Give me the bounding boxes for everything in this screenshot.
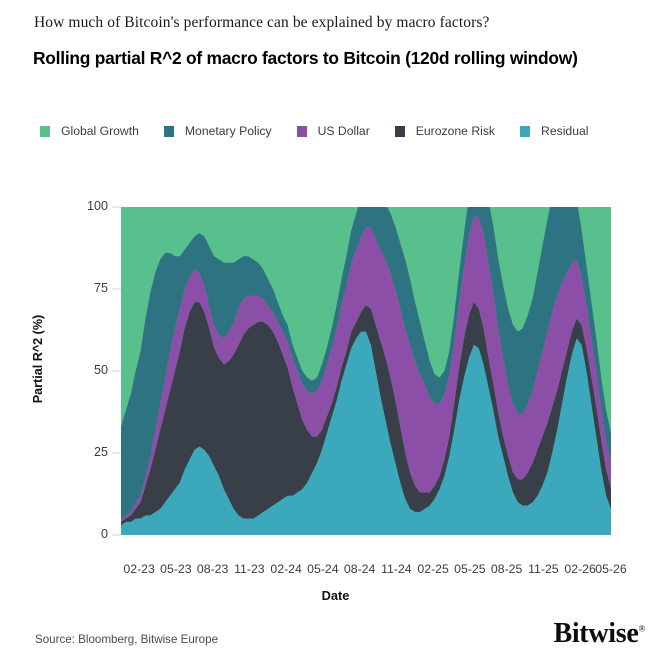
legend-swatch-icon	[520, 125, 531, 137]
x-tick-label: 05-25	[454, 562, 486, 576]
legend-label: Monetary Policy	[184, 124, 272, 138]
y-axis-label: Partial R^2 (%)	[31, 314, 45, 404]
y-tick-label: 25	[93, 445, 108, 459]
x-tick-label: 05-24	[307, 562, 339, 576]
legend-item[interactable]: Global Growth	[40, 124, 139, 138]
legend-swatch-icon	[296, 125, 307, 137]
legend-swatch-icon	[394, 125, 405, 137]
area-background	[121, 207, 611, 535]
legend-label: Global Growth	[61, 124, 139, 138]
legend-swatch-icon	[40, 125, 50, 137]
legend-item[interactable]: Residual	[520, 124, 588, 138]
x-tick-label: 02-26	[564, 562, 596, 576]
y-tick-label: 75	[93, 281, 108, 295]
y-tick-label: 100	[86, 199, 108, 213]
x-axis-label: Date	[321, 588, 350, 603]
area-band	[121, 216, 611, 522]
legend-label: US Dollar	[317, 124, 370, 138]
bitwise-wordmark: Bitwise	[553, 618, 639, 649]
y-tick-label: 50	[93, 363, 108, 377]
x-tick-label: 08-25	[490, 562, 523, 576]
area-band	[121, 331, 611, 535]
x-tick-label: 02-23	[123, 562, 155, 576]
y-tick-label: 0	[100, 527, 108, 541]
x-tick-label: 05-26	[595, 562, 627, 576]
x-tick-label: 02-25	[417, 562, 449, 576]
area-band	[121, 302, 611, 526]
chart-legend: Global Growth Monetary Policy US Dollar Eur…	[40, 124, 613, 138]
x-tick-label: 11-24	[381, 562, 412, 576]
legend-item[interactable]: Eurozone Risk	[394, 124, 496, 138]
legend-label: Eurozone Risk	[415, 124, 496, 138]
x-tick-label: 11-25	[528, 562, 559, 576]
x-axis-ticks: 02-23 05-23 08-23 11-23 02-24 05-24 08-24 11-24…	[121, 562, 626, 580]
source-note: Source: Bloomberg, Bitwise Europe	[35, 633, 219, 646]
legend-label: Residual	[541, 124, 589, 138]
bitwise-logo: Bitwise®	[553, 618, 645, 650]
legend-item[interactable]: Monetary Policy	[163, 124, 272, 138]
legend-swatch-icon	[163, 125, 174, 137]
chart-title: Rolling partial R^2 of macro factors to …	[33, 48, 578, 68]
x-tick-label: 08-23	[196, 562, 229, 576]
chart-subtitle: How much of Bitcoin's performance can be…	[34, 14, 490, 31]
area-band	[121, 207, 611, 519]
x-tick-label: 11-23	[234, 562, 265, 576]
legend-item[interactable]: US Dollar	[296, 124, 370, 138]
x-tick-label: 05-23	[160, 562, 192, 576]
x-tick-label: 02-24	[270, 562, 302, 576]
x-tick-label: 08-24	[343, 562, 376, 576]
registered-mark: ®	[638, 623, 645, 634]
